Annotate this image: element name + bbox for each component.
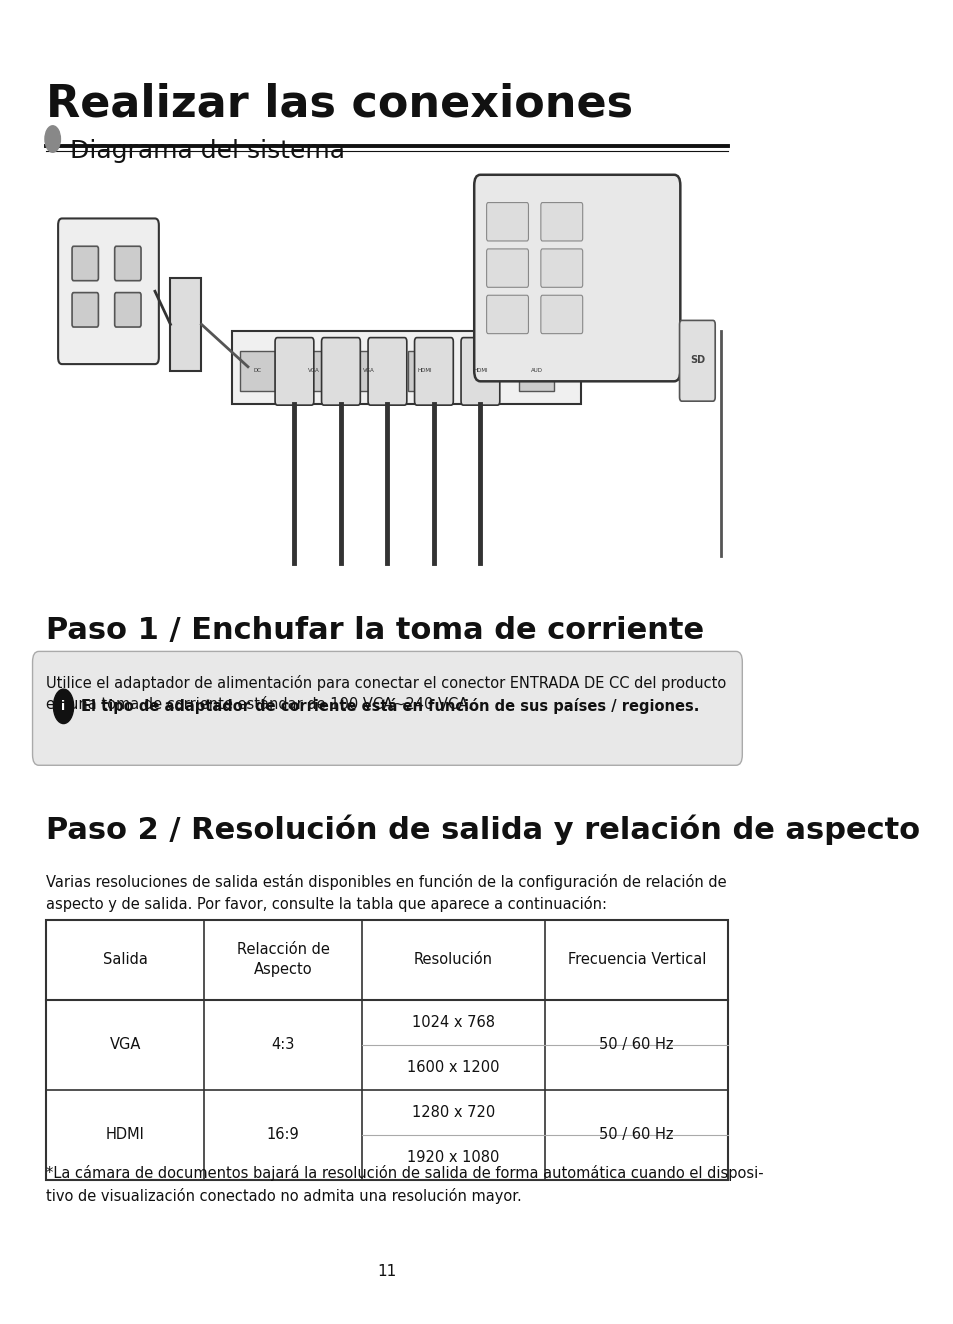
Text: VGA: VGA [307, 368, 319, 373]
Text: DC: DC [253, 368, 261, 373]
Text: SD: SD [689, 355, 704, 365]
Bar [295, 351, 331, 391]
Text: Utilice el adaptador de alimentación para conectar el conector ENTRADA DE CC del: Utilice el adaptador de alimentación par… [47, 675, 726, 712]
FancyBboxPatch shape [32, 651, 741, 765]
Text: AUD: AUD [530, 368, 542, 373]
FancyBboxPatch shape [460, 338, 499, 405]
FancyBboxPatch shape [114, 246, 141, 281]
FancyBboxPatch shape [486, 203, 528, 241]
Text: 50 / 60 Hz: 50 / 60 Hz [598, 1037, 673, 1053]
Text: i: i [61, 700, 66, 712]
Text: HDMI: HDMI [417, 368, 432, 373]
Text: Paso 1 / Enchufar la toma de corriente: Paso 1 / Enchufar la toma de corriente [47, 616, 704, 645]
FancyBboxPatch shape [486, 249, 528, 287]
Text: Paso 2 / Resolución de salida y relación de aspecto: Paso 2 / Resolución de salida y relación… [47, 814, 920, 845]
Bar [407, 351, 442, 391]
FancyBboxPatch shape [274, 338, 314, 405]
Text: 4:3: 4:3 [271, 1037, 294, 1053]
Text: Diagrama del sistema: Diagrama del sistema [70, 139, 344, 163]
FancyBboxPatch shape [114, 293, 141, 327]
Text: Varias resoluciones de salida están disponibles en función de la configuración d: Varias resoluciones de salida están disp… [47, 874, 726, 912]
Text: 11: 11 [377, 1263, 396, 1279]
Text: Realizar las conexiones: Realizar las conexiones [47, 82, 633, 124]
Text: HDMI: HDMI [473, 368, 488, 373]
Bar [47, 920, 727, 1180]
Text: *La cámara de documentos bajará la resolución de salida de forma automática cuan: *La cámara de documentos bajará la resol… [47, 1165, 763, 1204]
Text: 1280 x 720: 1280 x 720 [412, 1104, 495, 1120]
Circle shape [45, 126, 60, 152]
FancyBboxPatch shape [474, 175, 679, 381]
Text: HDMI: HDMI [106, 1127, 145, 1143]
Text: 1920 x 1080: 1920 x 1080 [407, 1149, 499, 1165]
FancyBboxPatch shape [72, 246, 98, 281]
Text: Salida: Salida [103, 952, 148, 968]
Text: VGA: VGA [363, 368, 375, 373]
Text: 50 / 60 Hz: 50 / 60 Hz [598, 1127, 673, 1143]
FancyBboxPatch shape [72, 293, 98, 327]
Text: 16:9: 16:9 [267, 1127, 299, 1143]
FancyBboxPatch shape [540, 203, 582, 241]
Bar [352, 351, 386, 391]
Bar [171, 278, 201, 371]
Text: Relacción de
Aspecto: Relacción de Aspecto [236, 943, 329, 977]
Text: 1600 x 1200: 1600 x 1200 [407, 1059, 499, 1075]
Text: El tipo de adaptador de corriente está en función de sus países / regiones.: El tipo de adaptador de corriente está e… [81, 698, 699, 715]
Bar [233, 331, 580, 404]
Bar [240, 351, 274, 391]
Bar [518, 351, 554, 391]
Bar [463, 351, 497, 391]
FancyBboxPatch shape [368, 338, 406, 405]
FancyBboxPatch shape [679, 320, 715, 401]
FancyBboxPatch shape [540, 295, 582, 334]
Circle shape [53, 688, 73, 723]
FancyBboxPatch shape [486, 295, 528, 334]
Text: 1024 x 768: 1024 x 768 [412, 1014, 495, 1030]
FancyBboxPatch shape [58, 218, 159, 364]
Text: Resolución: Resolución [414, 952, 493, 968]
Text: Frecuencia Vertical: Frecuencia Vertical [567, 952, 705, 968]
FancyBboxPatch shape [321, 338, 360, 405]
FancyBboxPatch shape [540, 249, 582, 287]
FancyBboxPatch shape [415, 338, 453, 405]
Text: VGA: VGA [110, 1037, 141, 1053]
